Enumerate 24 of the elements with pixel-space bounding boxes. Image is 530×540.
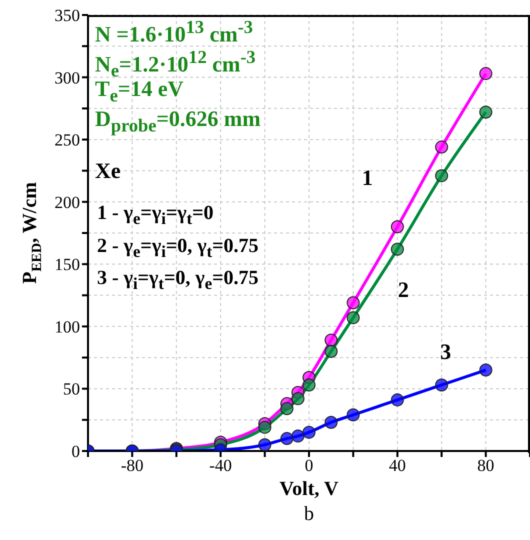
y-tick-label: 300 [54, 68, 80, 88]
x-tick-label: -80 [120, 456, 144, 476]
x-tick-label: -40 [209, 456, 232, 476]
series-label: 1 [362, 164, 373, 190]
annotation: Xe [95, 158, 121, 183]
y-tick-label: 200 [54, 192, 80, 212]
y-tick-label: 50 [63, 380, 80, 399]
x-tick-label: 80 [477, 456, 494, 476]
y-tick-label: 0 [72, 442, 80, 462]
y-tick-label: 100 [54, 317, 80, 336]
series-label: 2 [398, 277, 409, 302]
x-axis-title: Volt, V [280, 478, 340, 500]
y-tick-label: 350 [54, 6, 80, 26]
annotation: D$_{probe}$=0.626 mm [95, 106, 261, 136]
annotation: N =1.6·10$^{13}$ cm$^{-3}$ [95, 17, 253, 46]
series-label: 3 [440, 338, 452, 364]
y-tick-label: 250 [54, 130, 80, 150]
x-tick-label: 0 [304, 456, 314, 476]
y-tick-label: 150 [54, 255, 80, 274]
x-tick-label: 40 [388, 456, 406, 476]
text: b [303, 503, 315, 526]
annotation: 1 - γ$_{e}$=γ$_{i}$=γ$_{t}$=0 [97, 202, 214, 228]
annotation: 3 - γ$_{i}$=γ$_{t}$=0, γ$_{e}$=0.75 [97, 267, 259, 293]
annotation: 2 - γ$_{e}$=γ$_{i}$=0, γ$_{t}$=0.75 [97, 235, 259, 261]
